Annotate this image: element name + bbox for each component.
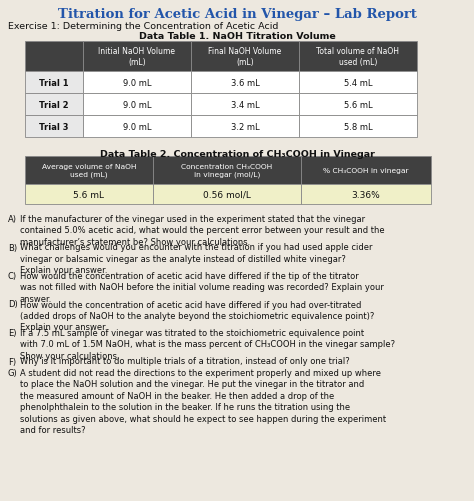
Bar xyxy=(299,116,417,138)
Bar xyxy=(301,157,431,185)
Text: % CH₃COOH in vinegar: % CH₃COOH in vinegar xyxy=(323,168,409,174)
Text: 3.36%: 3.36% xyxy=(352,190,380,199)
Text: Data Table 2. Concentration of CH₃COOH in Vinegar: Data Table 2. Concentration of CH₃COOH i… xyxy=(100,150,374,159)
Text: Why is it important to do multiple trials of a titration, instead of only one tr: Why is it important to do multiple trial… xyxy=(20,357,350,366)
Text: How would the concentration of acetic acid have differed if you had over-titrate: How would the concentration of acetic ac… xyxy=(20,300,374,332)
Text: Titration for Acetic Acid in Vinegar – Lab Report: Titration for Acetic Acid in Vinegar – L… xyxy=(57,8,417,21)
Text: A): A) xyxy=(8,214,17,223)
Bar xyxy=(191,94,299,116)
Text: 3.2 mL: 3.2 mL xyxy=(231,122,259,131)
Bar xyxy=(191,72,299,94)
Text: If a 7.5 mL sample of vinegar was titrated to the stoichiometric equivalence poi: If a 7.5 mL sample of vinegar was titrat… xyxy=(20,328,395,360)
Text: 5.6 mL: 5.6 mL xyxy=(73,190,104,199)
Text: 9.0 mL: 9.0 mL xyxy=(123,100,151,109)
Text: Total volume of NaOH
used (mL): Total volume of NaOH used (mL) xyxy=(317,47,400,67)
Bar xyxy=(299,94,417,116)
Text: C): C) xyxy=(8,272,17,281)
Bar xyxy=(191,42,299,72)
Text: B): B) xyxy=(8,243,17,252)
Text: 5.4 mL: 5.4 mL xyxy=(344,78,372,87)
Text: What challenges would you encounter with the titration if you had used apple cid: What challenges would you encounter with… xyxy=(20,243,373,275)
Text: Data Table 1. NaOH Titration Volume: Data Table 1. NaOH Titration Volume xyxy=(138,32,336,41)
Bar xyxy=(25,157,153,185)
Bar xyxy=(83,42,191,72)
Text: Initial NaOH Volume
(mL): Initial NaOH Volume (mL) xyxy=(99,47,175,67)
Text: Concentration CH₃COOH
in vinegar (mol/L): Concentration CH₃COOH in vinegar (mol/L) xyxy=(182,164,273,178)
Text: If the manufacturer of the vinegar used in the experiment stated that the vinega: If the manufacturer of the vinegar used … xyxy=(20,214,384,246)
Text: Average volume of NaOH
used (mL): Average volume of NaOH used (mL) xyxy=(42,164,136,178)
Text: 5.6 mL: 5.6 mL xyxy=(344,100,372,109)
Text: 3.6 mL: 3.6 mL xyxy=(231,78,259,87)
Text: Trial 3: Trial 3 xyxy=(39,122,69,131)
Bar xyxy=(83,94,191,116)
Text: Trial 1: Trial 1 xyxy=(39,78,69,87)
Text: 5.8 mL: 5.8 mL xyxy=(344,122,372,131)
Text: G): G) xyxy=(8,368,18,377)
Bar xyxy=(83,72,191,94)
Bar xyxy=(299,72,417,94)
Bar xyxy=(153,157,301,185)
Bar xyxy=(153,185,301,204)
Bar xyxy=(25,72,83,94)
Bar xyxy=(25,116,83,138)
Text: 0.56 mol/L: 0.56 mol/L xyxy=(203,190,251,199)
Text: 9.0 mL: 9.0 mL xyxy=(123,122,151,131)
Bar xyxy=(299,42,417,72)
Bar xyxy=(301,185,431,204)
Bar xyxy=(83,116,191,138)
Bar xyxy=(25,94,83,116)
Bar xyxy=(25,185,153,204)
Text: D): D) xyxy=(8,300,18,309)
Text: E): E) xyxy=(8,328,17,337)
Text: A student did not read the directions to the experiment properly and mixed up wh: A student did not read the directions to… xyxy=(20,368,386,434)
Text: Final NaOH Volume
(mL): Final NaOH Volume (mL) xyxy=(209,47,282,67)
Text: Trial 2: Trial 2 xyxy=(39,100,69,109)
Bar xyxy=(25,42,83,72)
Text: Exercise 1: Determining the Concentration of Acetic Acid: Exercise 1: Determining the Concentratio… xyxy=(8,22,278,31)
Bar xyxy=(191,116,299,138)
Text: F): F) xyxy=(8,357,16,366)
Text: How would the concentration of acetic acid have differed if the tip of the titra: How would the concentration of acetic ac… xyxy=(20,272,384,303)
Text: 3.4 mL: 3.4 mL xyxy=(231,100,259,109)
Text: 9.0 mL: 9.0 mL xyxy=(123,78,151,87)
